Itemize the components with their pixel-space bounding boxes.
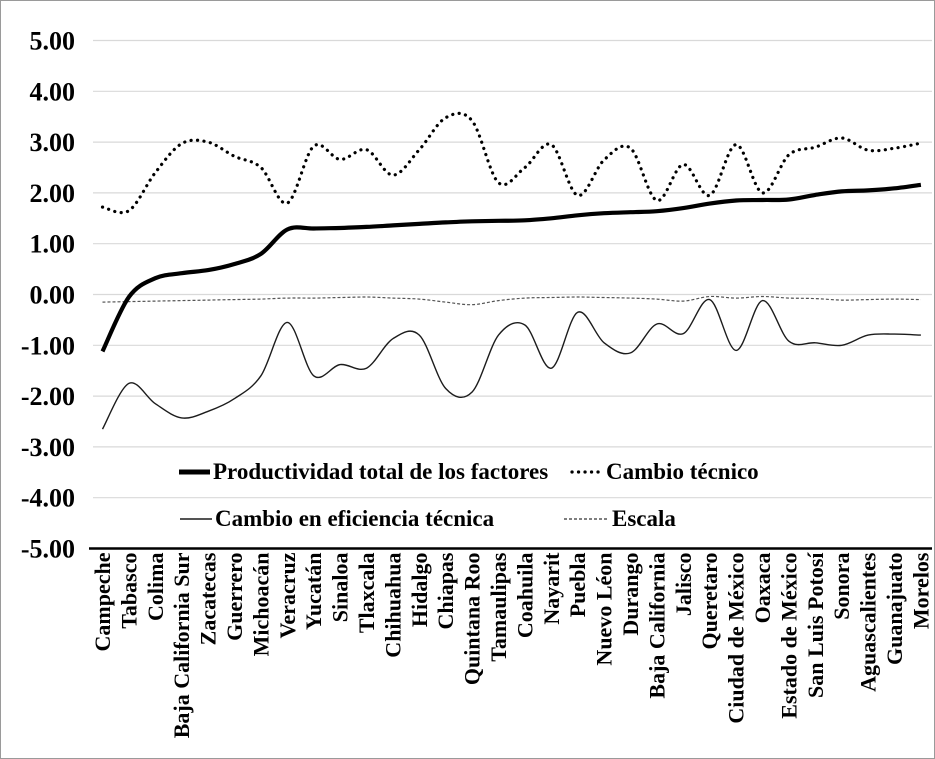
legend-item-eficiencia-tecnica: Cambio en eficiencia técnica [180, 506, 494, 532]
y-axis-tick-label: -2.00 [21, 382, 75, 411]
x-axis-category-label: Nayarit [539, 552, 564, 625]
x-axis-category-label: Yucatán [301, 553, 326, 630]
x-axis-category-label: Sinaloa [328, 553, 353, 623]
x-axis-category-label: Baja California Sur [169, 552, 194, 738]
x-axis-category-label: Tabasco [116, 553, 141, 629]
y-axis-tick-label: -5.00 [21, 535, 75, 564]
x-axis-category-label: Durango [618, 553, 643, 636]
legend-item-escala: Escala [564, 506, 676, 532]
x-axis-category-label: Estado de México [776, 553, 801, 719]
x-axis-category-label: Morelos [908, 552, 933, 629]
y-axis-tick-label: -4.00 [21, 484, 75, 513]
series-line-dotted [100, 111, 923, 215]
legend-label-eficiencia-tecnica: Cambio en eficiencia técnica [215, 506, 495, 531]
legend-label-productividad: Productividad total de los factores [213, 459, 549, 484]
x-axis-category-label: Tlaxcala [354, 553, 379, 634]
series-line-fine-dashed [102, 295, 921, 306]
legend-label-escala: Escala [612, 506, 676, 531]
x-axis-category-label: Colima [143, 553, 168, 621]
x-axis-category-label: Michoacán [248, 553, 273, 657]
y-axis-tick-label: -3.00 [21, 433, 75, 462]
y-axis-tick-label: 0.00 [30, 281, 76, 310]
x-axis-category-label: Nuevo Léon [592, 553, 617, 666]
x-axis-category-label: Ciudad de México [724, 553, 749, 724]
y-axis-tick-label: -1.00 [21, 331, 75, 360]
y-axis-tick-label: 4.00 [30, 77, 76, 106]
y-axis-tick-label: 1.00 [30, 230, 76, 259]
x-axis-category-label: Chihuahua [380, 553, 405, 658]
legend-label-cambio-tecnico: Cambio técnico [606, 459, 759, 484]
y-axis-tick-label: 2.00 [30, 179, 76, 208]
dotted-line-swatch-icon [570, 470, 603, 474]
series-line-thin-solid [101, 298, 921, 430]
x-axis-category-label: Coahuila [512, 553, 537, 639]
series-line-thick-solid [100, 182, 922, 353]
y-axis-tick-label: 5.00 [30, 27, 76, 56]
x-axis-category-label: Tamaulipas [486, 552, 511, 662]
x-axis-category-label: San Luis Potosí [803, 552, 828, 698]
y-axis-tick-label: 3.00 [30, 128, 76, 157]
x-axis-category-label: Queretaro [697, 553, 722, 650]
thick-line-swatch-icon [179, 469, 210, 475]
x-axis-category-label: Baja California [644, 553, 669, 699]
x-axis-category-label: Zacatecas [196, 552, 221, 645]
legend-item-cambio-tecnico: Cambio técnico [570, 459, 759, 485]
x-axis-category-label: Jalisco [671, 553, 696, 617]
x-axis-category-label: Aguascalientes [856, 552, 881, 692]
legend-item-productividad: Productividad total de los factores [179, 459, 548, 485]
dashed-line-swatch-icon [564, 518, 609, 520]
x-axis-category-label: Oaxaca [750, 553, 775, 624]
x-axis-category-label: Sonora [829, 553, 854, 620]
x-axis-category-label: Hidalgo [407, 553, 432, 628]
x-axis-category-label: Chiapas [433, 552, 458, 629]
x-axis-category-label: Campeche [90, 552, 115, 651]
x-axis-category-label: Guanajuato [882, 553, 907, 665]
thin-line-swatch-icon [180, 518, 212, 520]
x-axis-category-label: Guerrero [222, 553, 247, 641]
x-axis-category-label: Veracruz [275, 552, 300, 638]
x-axis-category-label: Quintana Roo [460, 553, 485, 686]
x-axis-category-label: Puebla [565, 553, 590, 618]
